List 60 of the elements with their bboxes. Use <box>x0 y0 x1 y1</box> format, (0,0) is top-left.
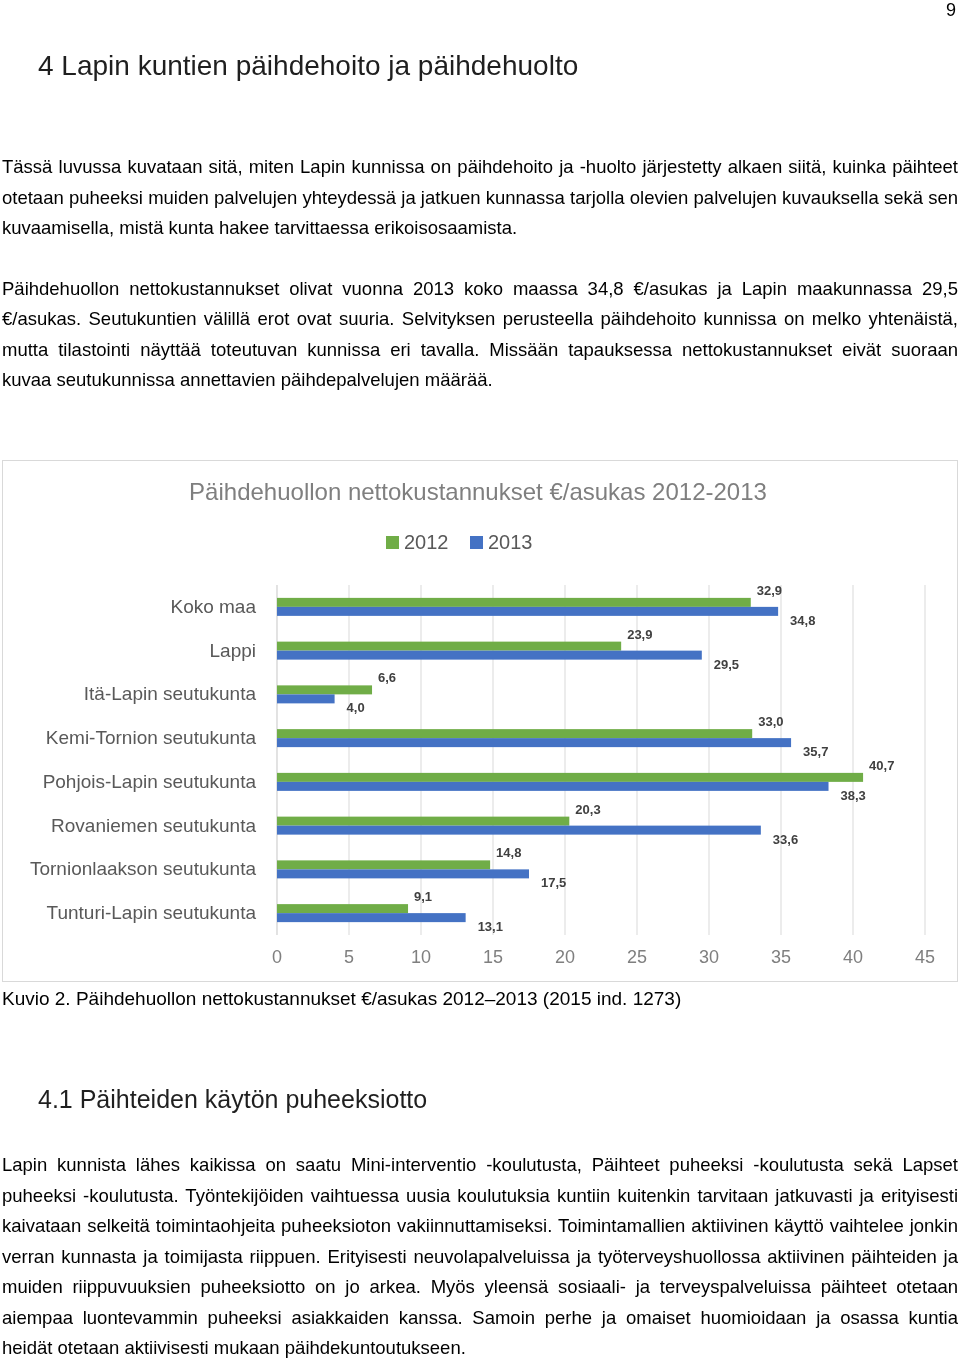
x-tick-label: 45 <box>914 947 936 967</box>
bar <box>277 772 864 782</box>
x-tick-label: 5 <box>343 947 355 967</box>
y-tick-label: Tornionlaakson seutukunta <box>29 858 257 880</box>
bar <box>277 738 792 748</box>
bar <box>277 781 829 791</box>
legend-label: 2013 <box>488 531 533 553</box>
bar <box>277 597 751 607</box>
bar <box>277 685 373 695</box>
data-label: 32,9 <box>756 582 783 598</box>
bar <box>277 729 753 739</box>
data-label: 40,7 <box>869 757 895 773</box>
x-tick-label: 20 <box>554 947 576 967</box>
text: Tässä luvussa kuvataan sitä, miten Lapin kunnissa on päihdehoito ja -huolto järjestetty alkaen siitä, kuinka päihteet otetaan puheeksi muiden palvelujen yhteydessä ja jatkuen kunnassa tarjolla olevien palvelujen kuvauksella sekä sen kuvaamisella, mistä kunta hakee tarvittaessa erikoisosaamista. <box>2 155 958 240</box>
y-tick-label: Lappi <box>209 639 256 661</box>
x-tick-label: 25 <box>626 947 648 967</box>
text: 4.1 Päihteiden käytön puheeksiotto <box>38 1085 428 1114</box>
x-tick-label: 0 <box>271 947 283 967</box>
legend-label: 2012 <box>404 531 449 553</box>
bar <box>277 904 409 914</box>
data-label: 20,3 <box>575 801 601 817</box>
y-tick-label: Itä-Lapin seutukunta <box>83 683 257 705</box>
bar <box>277 860 491 870</box>
bar <box>277 641 622 651</box>
data-label: 13,1 <box>477 919 503 935</box>
bar <box>277 913 466 923</box>
data-label: 6,6 <box>378 670 397 686</box>
chart-title: Päihdehuollon nettokustannukset €/asukas 2012-2013 <box>189 478 767 505</box>
bar <box>277 825 761 835</box>
x-tick-label: 30 <box>698 947 720 967</box>
y-tick-label: Pohjois-Lapin seutukunta <box>42 770 257 792</box>
data-label: 34,8 <box>790 612 816 628</box>
text: 9 <box>945 0 956 21</box>
text: 4 Lapin kuntien päihdehoito ja päihdehuolto <box>38 50 579 82</box>
x-tick-label: 10 <box>410 947 432 967</box>
data-label: 29,5 <box>713 656 740 672</box>
data-label: 38,3 <box>840 787 866 803</box>
text: Lapin kunnista lähes kaikissa on saatu Mini-interventio -koulutusta, Päihteet puheeksi -koulutusta sekä Lapset puheeksi -koulutusta. Työntekijöiden vaihtuessa uusia koulutuksia kuntiin kuitenkin tarvitaan jatkuvasti ja erityisesti kaivataan selkeitä toimintaohjeita puheeksioton vakiinnuttamiseksi. Toimintamallien aktiivinen käyttö vaihtelee jonkin verran kunnasta ja toimijasta riippuen. Erityisesti neuvolapalveluissa ja työterveyshuollossa aktiivinen päihteiden ja muiden riippuvuuksien puheeksiotto on jo arkea. Myös yleensä sosiaali- ja terveyspalveluissa päihteet otetaan aiempaa luontevammin puheeksi asiakkaiden kanssa. Samoin perhe ja omaiset huomioidaan ja osassa kuntia heidät otetaan aktiivisesti mukaan päihdekuntoutukseen. <box>2 1153 958 1360</box>
bar <box>277 650 702 660</box>
bar <box>277 816 570 826</box>
text: Päihdehuollon nettokustannukset olivat vuonna 2013 koko maassa 34,8 €/asukas ja Lapin maakunnassa 29,5 €/asukas. Seutukuntien välillä erot ovat suuria. Selvityksen perusteella päihdehoito kunnissa on melko yhtenäistä, mutta tilastointi näyttää toteutuvan kunnissa eri tavalla. Missään tapauksessa nettokustannukset eivät suoraan kuvaa seutukunnissa annettavien päihdepalvelujen määrää. <box>2 276 958 392</box>
x-tick-label: 40 <box>842 947 864 967</box>
x-tick-label: 35 <box>770 947 792 967</box>
data-label: 9,1 <box>414 889 433 905</box>
bar <box>277 606 779 616</box>
y-tick-label: Tunturi-Lapin seutukunta <box>46 902 257 924</box>
data-label: 4,0 <box>346 700 365 716</box>
bar <box>277 694 335 704</box>
y-tick-label: Rovaniemen seutukunta <box>51 814 257 836</box>
data-label: 33,0 <box>758 714 784 730</box>
data-label: 35,7 <box>803 744 829 760</box>
y-tick-label: Kemi-Tornion seutukunta <box>45 727 257 749</box>
data-label: 14,8 <box>496 845 522 861</box>
bar <box>277 869 529 879</box>
data-label: 23,9 <box>627 626 653 642</box>
y-tick-label: Koko maa <box>170 595 257 617</box>
x-tick-label: 15 <box>482 947 504 967</box>
text: Kuvio 2. Päihdehuollon nettokustannukset €/asukas 2012–2013 (2015 ind. 1273) <box>2 988 682 1010</box>
data-label: 17,5 <box>541 875 567 891</box>
data-label: 33,6 <box>772 831 799 847</box>
